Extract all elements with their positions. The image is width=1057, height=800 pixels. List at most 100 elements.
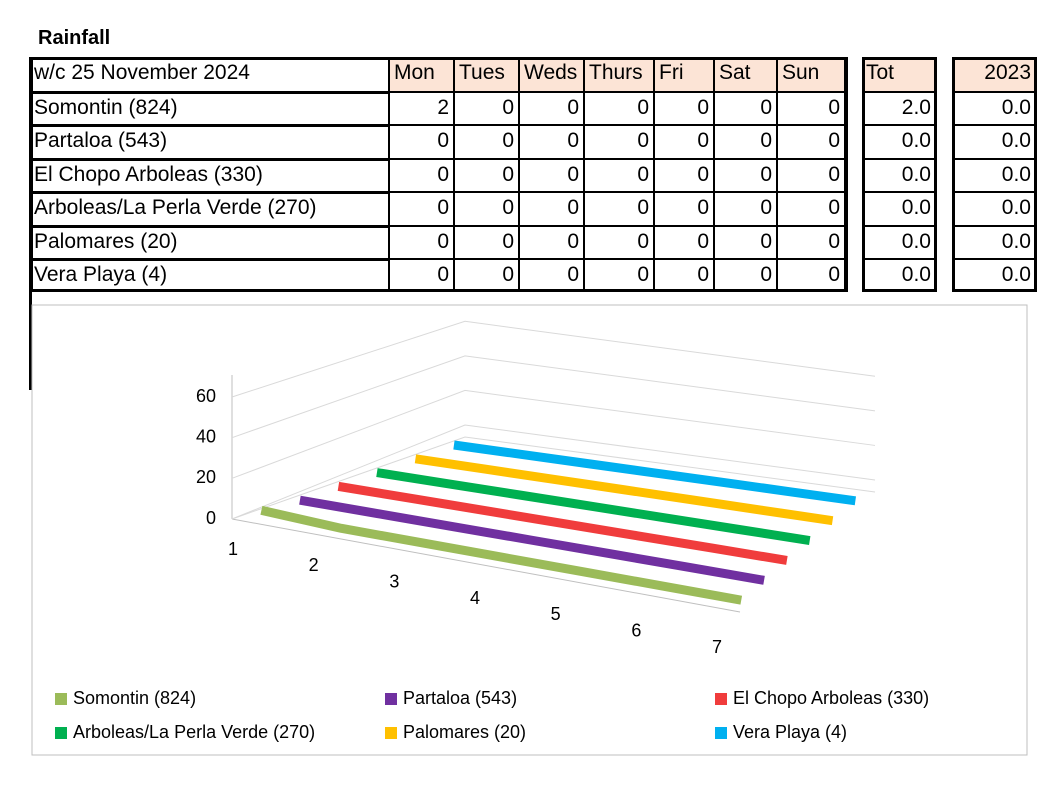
day-cell: 0 bbox=[390, 224, 455, 258]
legend-swatch bbox=[385, 727, 397, 739]
day-cell: 0 bbox=[520, 90, 585, 124]
tot-cell: 0.0 bbox=[862, 224, 935, 259]
y-tick-label: 20 bbox=[196, 467, 216, 487]
x-tick-label: 3 bbox=[389, 571, 399, 591]
day-cell: 0 bbox=[520, 191, 585, 225]
day-cell: 0 bbox=[715, 157, 778, 191]
table-border bbox=[30, 57, 848, 292]
header-cell: Thurs bbox=[585, 57, 655, 91]
day-cell: 0 bbox=[390, 191, 455, 225]
day-cell: 0 bbox=[585, 258, 655, 292]
x-tick-label: 5 bbox=[551, 604, 561, 624]
day-cell: 0 bbox=[715, 191, 778, 225]
grid-line bbox=[231, 355, 876, 439]
day-cell: 0 bbox=[520, 124, 585, 158]
day-cell: 0 bbox=[455, 191, 520, 225]
prev-cell: 0.0 bbox=[952, 124, 1035, 158]
header-cell: Weds bbox=[520, 57, 585, 91]
day-cell: 0 bbox=[520, 224, 585, 258]
prev-cell: 0.0 bbox=[952, 90, 1035, 125]
x-tick-label: 6 bbox=[631, 620, 641, 640]
day-cell: 0 bbox=[585, 224, 655, 258]
legend-swatch bbox=[55, 693, 67, 705]
series-ribbon bbox=[376, 468, 811, 546]
day-cell: 0 bbox=[390, 157, 455, 191]
legend-label: Somontin (824) bbox=[73, 688, 196, 708]
prev-cell: 0.0 bbox=[952, 157, 1035, 192]
header-cell: Sun bbox=[778, 57, 846, 91]
day-cell: 0 bbox=[455, 90, 520, 124]
day-cell: 0 bbox=[585, 124, 655, 158]
day-cell: 0 bbox=[715, 124, 778, 158]
x-axis bbox=[231, 518, 741, 613]
day-cell: 0 bbox=[520, 157, 585, 191]
day-cell: 2 bbox=[390, 90, 455, 124]
title: Rainfall bbox=[38, 27, 111, 49]
header-cell: Tot bbox=[862, 57, 935, 91]
x-tick-label: 4 bbox=[470, 588, 480, 608]
chart-frame bbox=[31, 304, 1028, 756]
day-cell: 0 bbox=[585, 191, 655, 225]
day-cell: 0 bbox=[455, 224, 520, 258]
grid-line bbox=[231, 424, 876, 520]
row-label: Palomares (20) bbox=[30, 224, 390, 258]
legend-label: Arboleas/La Perla Verde (270) bbox=[73, 722, 315, 742]
legend-label: Palomares (20) bbox=[403, 722, 526, 742]
header-cell: 2023 bbox=[952, 57, 1035, 91]
day-cell: 0 bbox=[455, 157, 520, 191]
tot-cell: 0.0 bbox=[862, 191, 935, 225]
y-tick-label: 60 bbox=[196, 386, 216, 406]
y-tick-label: 0 bbox=[206, 508, 216, 528]
day-cell: 0 bbox=[390, 124, 455, 158]
tot-cell: 0.0 bbox=[862, 157, 935, 192]
header-cell: Tues bbox=[455, 57, 520, 91]
legend-swatch bbox=[715, 693, 727, 705]
day-cell: 0 bbox=[455, 124, 520, 158]
x-tick-label: 2 bbox=[309, 555, 319, 575]
x-tick-label: 1 bbox=[228, 539, 238, 559]
tot-cell: 2.0 bbox=[862, 90, 935, 125]
series-ribbon bbox=[414, 454, 834, 526]
day-cell: 0 bbox=[655, 224, 715, 258]
day-cell: 0 bbox=[655, 258, 715, 292]
header-cell: w/c 25 November 2024 bbox=[30, 57, 390, 91]
day-cell: 0 bbox=[715, 90, 778, 124]
table-edge bbox=[29, 57, 32, 390]
header-cell: Fri bbox=[655, 57, 715, 91]
header-cell: Mon bbox=[390, 57, 455, 91]
series-ribbon bbox=[337, 481, 788, 565]
row-label: Arboleas/La Perla Verde (270) bbox=[30, 191, 390, 225]
legend-label: El Chopo Arboleas (330) bbox=[733, 688, 929, 708]
y-tick-label: 40 bbox=[196, 426, 216, 446]
floor-edge bbox=[231, 436, 876, 520]
prev-cell: 0.0 bbox=[952, 224, 1035, 259]
day-cell: 0 bbox=[520, 258, 585, 292]
day-cell: 0 bbox=[655, 191, 715, 225]
tot-cell: 0.0 bbox=[862, 258, 935, 292]
legend-label: Vera Playa (4) bbox=[733, 722, 847, 742]
day-cell: 0 bbox=[655, 157, 715, 191]
tot-cell: 0.0 bbox=[862, 124, 935, 158]
grid-line bbox=[231, 389, 876, 479]
grid-line bbox=[231, 320, 876, 398]
legend-label: Partaloa (543) bbox=[403, 688, 517, 708]
header-cell: Sat bbox=[715, 57, 778, 91]
series-ribbon bbox=[453, 440, 857, 506]
series-ribbon bbox=[260, 505, 743, 605]
tot-border bbox=[862, 57, 937, 292]
row-label: El Chopo Arboleas (330) bbox=[30, 157, 390, 191]
prev-cell: 0.0 bbox=[952, 258, 1035, 292]
day-cell: 0 bbox=[585, 90, 655, 124]
day-cell: 0 bbox=[390, 258, 455, 292]
x-tick-label: 7 bbox=[712, 637, 722, 657]
legend-swatch bbox=[55, 727, 67, 739]
legend-swatch bbox=[715, 727, 727, 739]
series-ribbon bbox=[299, 495, 765, 585]
day-cell: 0 bbox=[715, 224, 778, 258]
row-label: Partaloa (543) bbox=[30, 124, 390, 158]
row-label: Vera Playa (4) bbox=[30, 258, 390, 292]
day-cell: 0 bbox=[455, 258, 520, 292]
day-cell: 0 bbox=[715, 258, 778, 292]
row-label: Somontin (824) bbox=[30, 90, 390, 124]
